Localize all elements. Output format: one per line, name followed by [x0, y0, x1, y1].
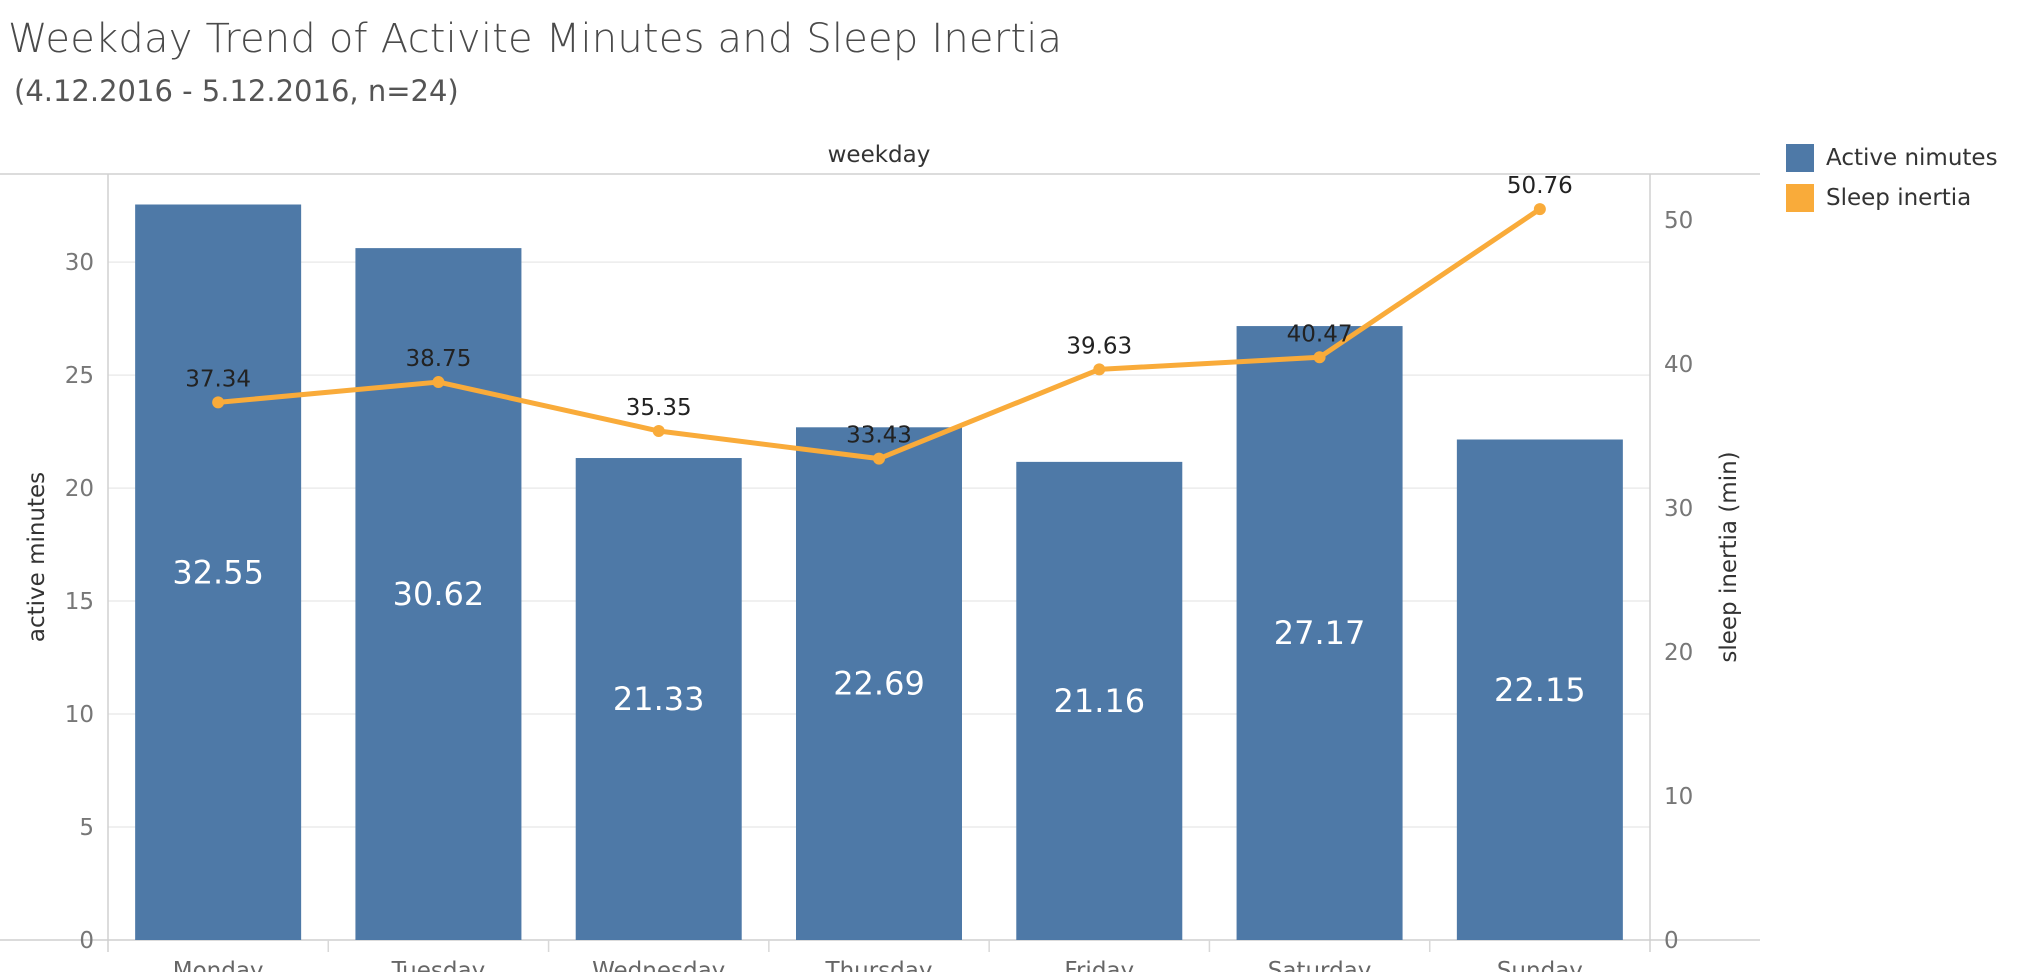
bar-value-label: 22.15: [1494, 671, 1586, 709]
sleep-inertia-point: [1533, 203, 1546, 216]
sleep-inertia-label: 33.43: [846, 423, 912, 449]
x-tick-label: Wednesday: [592, 958, 725, 972]
x-axis-title: weekday: [828, 142, 931, 168]
bar: [355, 248, 522, 941]
bar-value-label: 30.62: [393, 575, 485, 613]
y-tick-label: 10: [65, 702, 94, 728]
bar: [135, 204, 302, 941]
bar-value-label: 21.33: [613, 680, 705, 718]
sleep-inertia-label: 38.75: [405, 346, 471, 372]
x-tick-label: Saturday: [1268, 958, 1372, 972]
bar: [1456, 439, 1623, 940]
y2-axis-title: sleep inertia (min): [1716, 451, 1742, 662]
bar-value-label: 27.17: [1274, 614, 1366, 652]
y2-tick-label: 30: [1664, 496, 1693, 522]
sleep-inertia-label: 37.34: [185, 366, 251, 392]
y-tick-label: 30: [65, 250, 94, 276]
legend-item-sleep-inertia[interactable]: Sleep inertia: [1786, 178, 1998, 218]
legend-swatch-active-minutes: [1786, 144, 1814, 172]
chart-svg: weekday active minutes sleep inertia (min)…: [0, 142, 1760, 972]
legend-label-active-minutes: Active nimutes: [1826, 145, 1998, 171]
legend-label-sleep-inertia: Sleep inertia: [1826, 185, 1972, 211]
x-tick-label: Tuesday: [391, 958, 486, 972]
sleep-inertia-label: 35.35: [626, 395, 692, 421]
bar-value-label: 32.55: [172, 553, 264, 591]
sleep-inertia-label: 39.63: [1066, 333, 1132, 359]
legend-item-active-minutes[interactable]: Active nimutes: [1786, 138, 1998, 178]
bar: [796, 427, 962, 941]
y-tick-label: 20: [65, 476, 94, 502]
y2-tick-label: 0: [1664, 928, 1679, 954]
y-tick-label: 5: [79, 815, 94, 841]
sleep-inertia-point: [1093, 363, 1106, 376]
bar-value-label: 21.16: [1053, 682, 1145, 720]
chart-title: Weekday Trend of Activite Minutes and Sl…: [8, 16, 1063, 62]
sleep-inertia-point: [432, 376, 445, 389]
bar: [575, 458, 742, 940]
x-tick-label: Friday: [1064, 958, 1134, 972]
sleep-inertia-point: [873, 452, 885, 465]
y2-tick-label: 20: [1664, 640, 1693, 666]
chart-subtitle: (4.12.2016 - 5.12.2016, n=24): [14, 74, 459, 108]
sleep-inertia-point: [1313, 351, 1326, 364]
y-tick-label: 25: [65, 363, 94, 389]
x-tick-label: Thursday: [825, 958, 933, 972]
y2-tick-label: 40: [1664, 352, 1693, 378]
y2-tick-label: 50: [1664, 208, 1693, 234]
sleep-inertia-label: 40.47: [1287, 321, 1353, 347]
y-tick-label: 0: [79, 928, 94, 954]
y-tick-label: 15: [65, 589, 94, 615]
sleep-inertia-label: 50.76: [1507, 173, 1573, 199]
x-tick-label: Monday: [173, 958, 264, 972]
legend-swatch-sleep-inertia: [1786, 184, 1814, 212]
bar: [1016, 461, 1183, 940]
y2-tick-label: 10: [1664, 784, 1693, 810]
legend: Active nimutes Sleep inertia: [1786, 138, 1998, 218]
y-axis-title: active minutes: [24, 472, 50, 642]
bar: [1236, 326, 1403, 941]
sleep-inertia-point: [212, 396, 225, 409]
bar-value-label: 22.69: [833, 665, 925, 703]
sleep-inertia-point: [652, 425, 665, 438]
x-tick-label: Sunday: [1497, 958, 1583, 972]
